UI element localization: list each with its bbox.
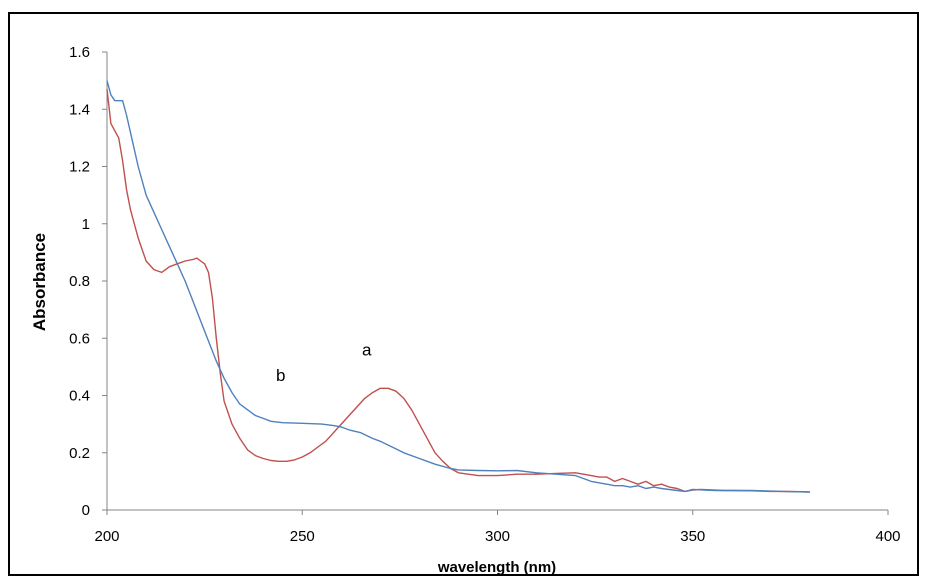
x-axis: 200 250 300 350 400: [94, 509, 901, 545]
series-line-a: [106, 89, 810, 493]
y-tick-label: 0.4: [69, 388, 90, 405]
y-tick-label: 1.6: [69, 44, 90, 61]
y-tick-label: 1.2: [69, 159, 90, 176]
y-tick-label: 0.6: [69, 330, 90, 347]
annotation-b: b: [276, 366, 285, 385]
y-tick-label: 1.4: [69, 101, 90, 118]
x-tick-label: 250: [290, 528, 315, 545]
y-tick-label: 0.2: [69, 445, 90, 462]
annotations: ab: [276, 340, 372, 385]
chart-frame: [8, 12, 919, 576]
x-axis-title: wavelength (nm): [437, 559, 556, 576]
series-lines: [106, 80, 810, 493]
x-tick-label: 350: [680, 528, 705, 545]
x-tick-label: 400: [875, 528, 900, 545]
y-axis-title: Absorbance: [30, 233, 49, 331]
y-tick-label: 0.8: [69, 273, 90, 290]
x-tick-label: 300: [485, 528, 510, 545]
series-line-b: [106, 80, 810, 493]
x-tick-label: 200: [94, 528, 119, 545]
annotation-a: a: [362, 340, 372, 359]
y-tick-label: 1: [82, 216, 90, 233]
y-tick-label: 0: [82, 502, 90, 519]
y-axis: 0 0.2 0.4 0.6 0.8 1 1.2 1.4 1.6: [69, 44, 108, 519]
